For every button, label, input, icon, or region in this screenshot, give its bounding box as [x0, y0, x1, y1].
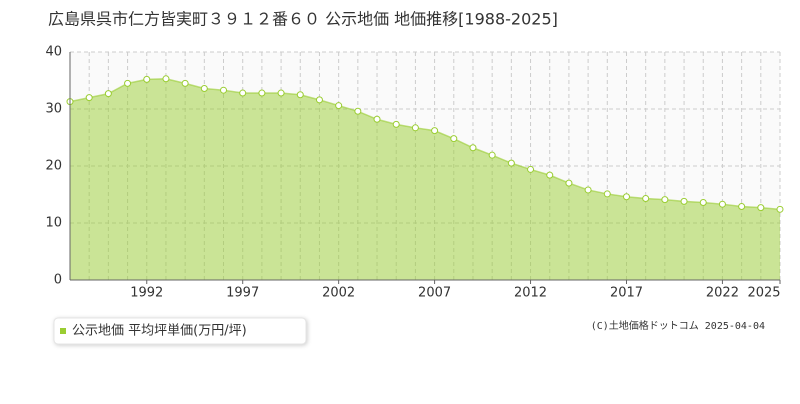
y-tick-label: 20 — [45, 159, 62, 174]
point — [296, 91, 304, 99]
point — [699, 198, 707, 206]
x-tick-label: 2007 — [418, 286, 451, 301]
legend-swatch — [60, 328, 66, 334]
point — [603, 190, 611, 198]
x-tick-label: 2022 — [706, 286, 739, 301]
legend-box — [53, 317, 307, 345]
point — [431, 127, 439, 135]
y-tick-label: 10 — [45, 216, 62, 231]
point — [738, 202, 746, 210]
point — [584, 186, 592, 194]
point — [143, 75, 151, 83]
point — [757, 204, 765, 212]
point — [162, 75, 170, 83]
chart-title: 広島県呉市仁方皆実町３９１２番６０ 公示地価 地価推移[1988-2025] — [48, 10, 558, 29]
y-tick-label: 40 — [45, 45, 62, 60]
x-tick-label: 2025 — [747, 286, 780, 301]
point — [181, 79, 189, 87]
point — [315, 96, 323, 104]
point — [335, 102, 343, 110]
point — [450, 135, 458, 143]
y-tick-label: 0 — [54, 273, 62, 288]
x-tick-label: 1992 — [130, 286, 163, 301]
point — [565, 179, 573, 187]
point — [392, 120, 400, 128]
point — [373, 115, 381, 123]
copyright: (C)土地価格ドットコム 2025-04-04 — [591, 319, 765, 332]
point — [718, 200, 726, 208]
point — [104, 90, 112, 98]
point — [411, 124, 419, 132]
point — [776, 205, 784, 213]
point — [680, 197, 688, 205]
point — [642, 194, 650, 202]
point — [354, 107, 362, 115]
area — [70, 78, 780, 280]
point — [124, 79, 132, 87]
legend-label: 公示地価 平均坪単価(万円/坪) — [72, 323, 247, 339]
point — [622, 193, 630, 201]
point — [200, 84, 208, 92]
point — [527, 165, 535, 173]
x-tick-label: 1997 — [226, 286, 259, 301]
point — [85, 94, 93, 102]
point — [258, 89, 266, 97]
x-tick-label: 2012 — [514, 286, 547, 301]
point — [469, 144, 477, 152]
point — [239, 89, 247, 97]
point — [507, 159, 515, 167]
x-tick-label: 2017 — [610, 286, 643, 301]
point — [220, 86, 228, 94]
point — [661, 196, 669, 204]
x-tick-label: 2002 — [322, 286, 355, 301]
y-tick-label: 30 — [45, 102, 62, 117]
point — [546, 171, 554, 179]
point — [488, 151, 496, 159]
point — [277, 89, 285, 97]
